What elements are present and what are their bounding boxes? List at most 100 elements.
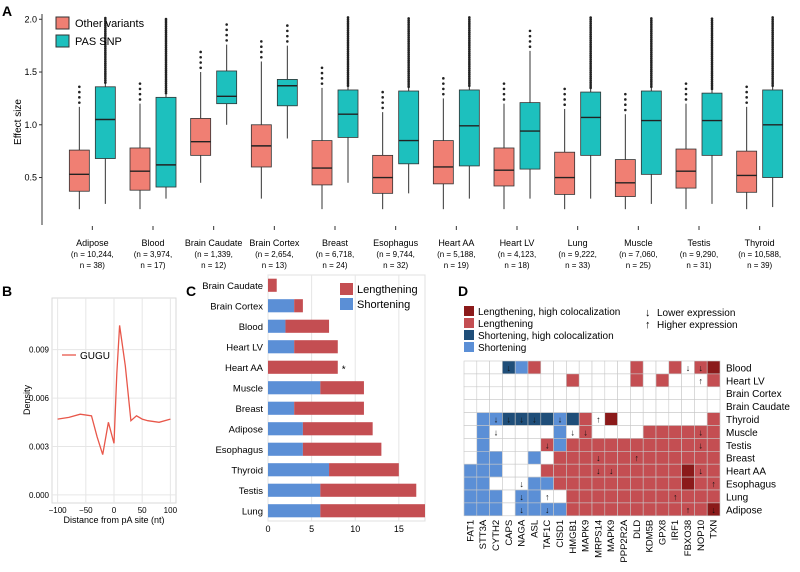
outlier-other xyxy=(138,82,142,85)
heatmap-row-label: Muscle xyxy=(726,428,758,439)
outlier-pas xyxy=(710,49,714,53)
heatmap-cell xyxy=(655,438,670,452)
outlier-pas xyxy=(528,29,532,33)
outlier-pas xyxy=(407,76,410,79)
heatmap-cell xyxy=(553,450,567,465)
outlier-pas xyxy=(710,64,714,68)
outlier-pas xyxy=(650,17,653,20)
bar-shortening xyxy=(268,340,295,354)
heatmap-cell xyxy=(463,412,478,426)
heatmap-cell xyxy=(476,412,490,426)
outlier-pas xyxy=(346,46,350,50)
heatmap-cell xyxy=(566,360,580,375)
outlier-pas xyxy=(346,16,350,19)
heatmap-col-label: GPX8 xyxy=(657,520,668,545)
outlier-pas xyxy=(771,46,774,50)
outlier-pas xyxy=(346,19,350,23)
outlier-other xyxy=(624,103,627,107)
heatmap-row-label: Brain Cortex xyxy=(726,389,782,400)
outlier-pas xyxy=(710,32,714,36)
heatmap-cell xyxy=(642,425,657,439)
heatmap-cell xyxy=(617,463,631,478)
outlier-pas xyxy=(710,85,714,89)
heatmap-cell xyxy=(706,399,721,413)
outlier-pas xyxy=(104,60,107,63)
x-tick-label-c: 10 xyxy=(350,524,360,534)
heatmap-cell xyxy=(502,489,516,504)
outlier-other xyxy=(684,82,688,85)
expression-arrow: ↓ xyxy=(507,415,512,425)
heatmap-cell xyxy=(489,502,503,517)
heatmap-cell xyxy=(578,502,593,517)
outlier-pas xyxy=(104,58,107,62)
outlier-pas xyxy=(710,53,714,57)
outlier-pas xyxy=(771,61,774,65)
outlier-pas xyxy=(650,72,653,75)
outlier-pas xyxy=(407,38,410,41)
heatmap-cell xyxy=(706,502,721,517)
outlier-pas xyxy=(164,23,168,27)
outlier-pas xyxy=(407,36,410,39)
heatmap-cell xyxy=(630,360,644,375)
outlier-pas xyxy=(710,57,714,60)
outlier-pas xyxy=(346,36,350,40)
heatmap-cell xyxy=(476,463,490,478)
outlier-other xyxy=(381,90,384,94)
outlier-pas xyxy=(771,71,774,74)
outlier-pas xyxy=(346,27,350,31)
outlier-pas xyxy=(104,16,107,20)
heatmap-cell xyxy=(681,399,695,413)
heatmap-cell xyxy=(527,373,542,388)
outlier-pas xyxy=(104,48,107,52)
outlier-pas xyxy=(650,32,653,35)
outlier-pas xyxy=(104,47,107,50)
heatmap-row-label: Breast xyxy=(726,454,755,465)
heatmap-col-label: CYTH2 xyxy=(491,520,502,551)
heatmap-cell xyxy=(566,399,580,413)
heatmap-row-label: Thyroid xyxy=(726,415,759,426)
outlier-pas xyxy=(164,19,168,23)
outlier-pas xyxy=(710,21,714,24)
outlier-other xyxy=(502,87,506,91)
bar-shortening xyxy=(268,463,330,477)
pas-count-label: n = 38) xyxy=(80,261,105,270)
outlier-pas xyxy=(710,72,714,76)
sample-size-label: (n = 9,744, xyxy=(376,250,414,259)
heatmap-cell xyxy=(463,489,478,504)
heatmap-cell xyxy=(591,360,606,375)
heatmap-cell xyxy=(630,502,644,517)
heatmap-cell xyxy=(630,438,644,452)
heatmap-cell xyxy=(502,386,516,400)
outlier-pas xyxy=(407,43,410,47)
outlier-pas xyxy=(589,37,592,40)
outlier-pas xyxy=(468,40,471,44)
category-label-c: Lung xyxy=(242,506,263,517)
pas-count-label: n = 19) xyxy=(444,261,469,270)
outlier-pas xyxy=(771,69,774,72)
heatmap-cell xyxy=(604,399,618,413)
outlier-other xyxy=(381,106,384,110)
outlier-pas xyxy=(710,78,714,81)
heatmap-cell xyxy=(617,373,631,388)
outlier-pas xyxy=(650,64,653,68)
outlier-other xyxy=(138,92,142,96)
heatmap-cell xyxy=(463,476,478,491)
outlier-pas xyxy=(407,57,410,60)
pas-count-label: n = 39) xyxy=(747,261,772,270)
outlier-pas xyxy=(407,51,410,54)
expression-arrow: ↓ xyxy=(494,427,499,437)
legend-label-other: Other variants xyxy=(75,18,145,30)
outlier-other xyxy=(138,98,142,101)
outlier-pas xyxy=(650,60,653,64)
heatmap-cell xyxy=(463,502,478,517)
heatmap-cell xyxy=(642,412,657,426)
bar-lengthening xyxy=(294,401,364,415)
expression-arrow: ↓ xyxy=(519,479,524,489)
outlier-pas xyxy=(650,41,653,45)
heatmap-cell xyxy=(668,399,682,413)
outlier-pas xyxy=(589,46,592,50)
outlier-pas xyxy=(104,69,107,73)
outlier-pas xyxy=(468,38,471,42)
outlier-other xyxy=(78,101,81,104)
outlier-pas xyxy=(589,67,592,71)
